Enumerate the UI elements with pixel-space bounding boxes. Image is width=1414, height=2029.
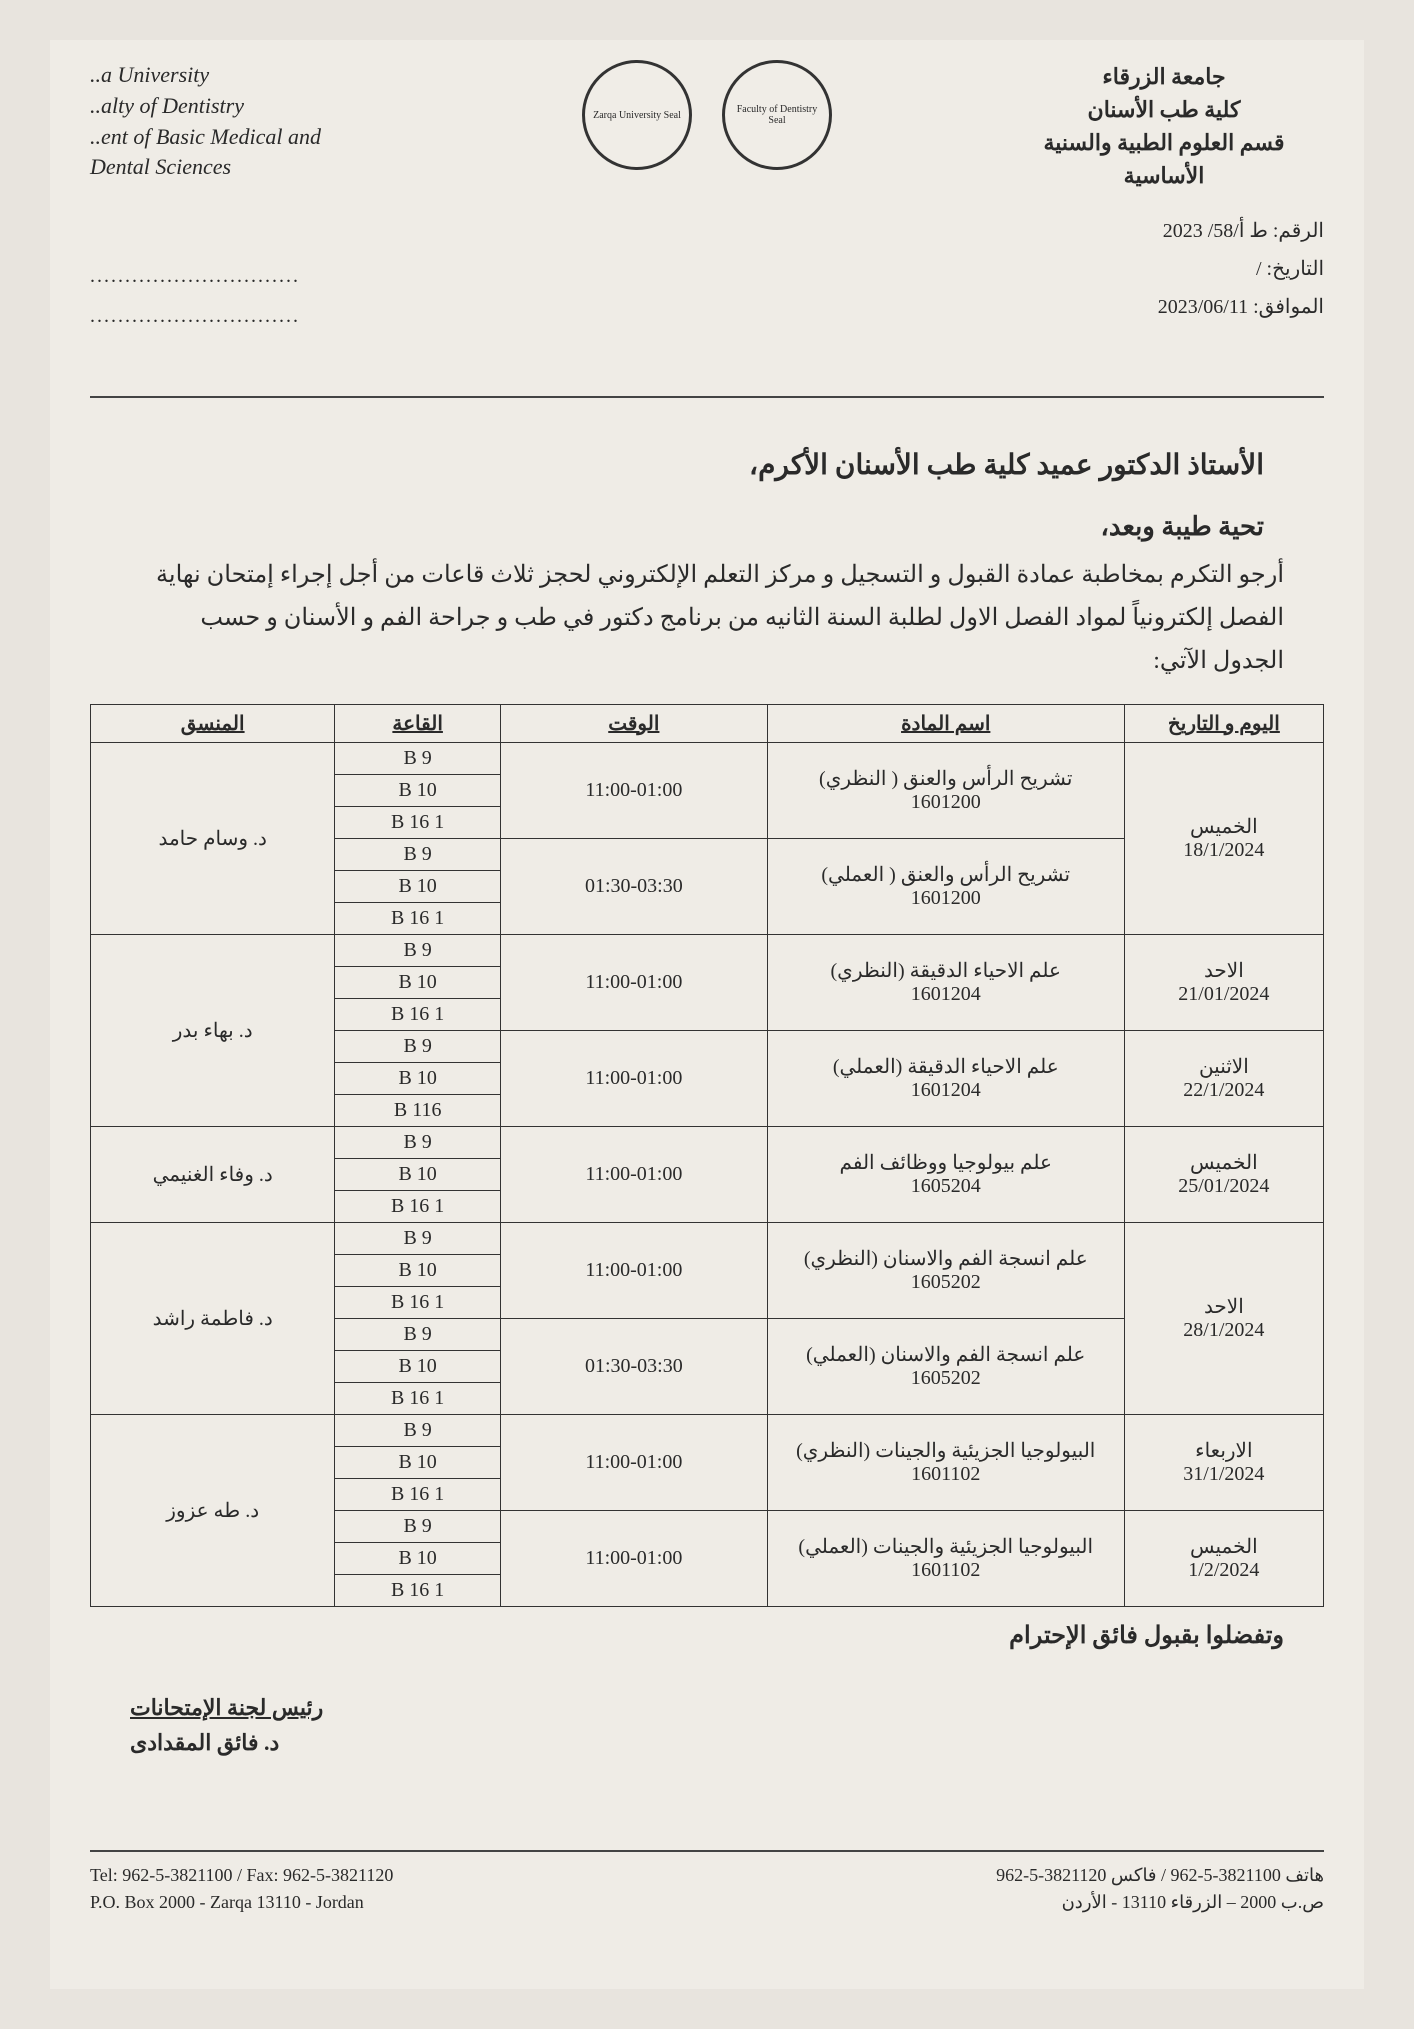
cell-time: 11:00-01:00: [500, 1414, 767, 1510]
cell-hall: B 10: [335, 1254, 501, 1286]
cell-time: 11:00-01:00: [500, 1510, 767, 1606]
table-row: الاحد21/01/2024علم الاحياء الدقيقة (النظ…: [91, 934, 1324, 966]
table-row: الاربعاء31/1/2024البيولوجيا الجزيئية وال…: [91, 1414, 1324, 1446]
closing-line: وتفضلوا بقبول فائق الإحترام: [90, 1621, 1284, 1650]
cell-time: 01:30-03:30: [500, 838, 767, 934]
col-header-hall: القاعة: [335, 704, 501, 742]
cell-hall: B 10: [335, 1158, 501, 1190]
body-paragraph: أرجو التكرم بمخاطبة عمادة القبول و التسج…: [130, 554, 1284, 684]
page-footer: Tel: 962-5-3821100 / Fax: 962-5-3821120 …: [90, 1850, 1324, 1916]
letterhead: ..a University ..alty of Dentistry ..ent…: [90, 60, 1324, 192]
cell-hall: 10 B: [335, 1062, 501, 1094]
cell-hall: B 9: [335, 934, 501, 966]
table-header-row: اليوم و التاريخ اسم المادة الوقت القاعة …: [91, 704, 1324, 742]
cell-subject: تشريح الرأس والعنق ( النظري)1601200: [767, 742, 1124, 838]
signature-title: رئيس لجنة الإمتحانات: [130, 1690, 1324, 1725]
cell-coordinator: د. طه عزوز: [91, 1414, 335, 1606]
cell-hall: B 10: [335, 1542, 501, 1574]
cell-hall: B 10: [335, 870, 501, 902]
cell-time: 11:00-01:00: [500, 934, 767, 1030]
cell-date: الخميس18/1/2024: [1124, 742, 1323, 934]
signature-block: رئيس لجنة الإمتحانات د. فائق المقدادى: [130, 1690, 1324, 1760]
cell-subject: علم انسجة الفم والاسنان (العملي)1605202: [767, 1318, 1124, 1414]
cell-date: الاربعاء31/1/2024: [1124, 1414, 1323, 1510]
letterhead-arabic: جامعة الزرقاء كلية طب الأسنان قسم العلوم…: [1004, 60, 1324, 192]
cell-coordinator: د. بهاء بدر: [91, 934, 335, 1126]
cell-date: الاثنين22/1/2024: [1124, 1030, 1323, 1126]
col-header-coordinator: المنسق: [91, 704, 335, 742]
table-row: الاحد28/1/2024علم انسجة الفم والاسنان (ا…: [91, 1222, 1324, 1254]
cell-hall: B 9: [335, 1510, 501, 1542]
cell-hall: 116 B: [335, 1094, 501, 1126]
university-logo-icon: Zarqa University Seal: [582, 60, 692, 170]
cell-subject: البيولوجيا الجزيئية والجينات (النظري)160…: [767, 1414, 1124, 1510]
cell-subject: تشريح الرأس والعنق ( العملي)1601200: [767, 838, 1124, 934]
letterhead-english: ..a University ..alty of Dentistry ..ent…: [90, 60, 410, 183]
cell-hall: B 16 1: [335, 1382, 501, 1414]
cell-hall: B 9: [335, 1318, 501, 1350]
signature-name: د. فائق المقدادى: [130, 1725, 1324, 1760]
col-header-date: اليوم و التاريخ: [1124, 704, 1323, 742]
cell-hall: B 16 1: [335, 806, 501, 838]
addressee-line: الأستاذ الدكتور عميد كلية طب الأسنان الأ…: [90, 448, 1264, 482]
cell-hall: B 9: [335, 1126, 501, 1158]
cell-subject: علم بيولوجيا ووظائف الفم1605204: [767, 1126, 1124, 1222]
cell-hall: B 10: [335, 966, 501, 998]
cell-hall: B 10: [335, 774, 501, 806]
letterhead-logos: Zarqa University Seal Faculty of Dentist…: [410, 60, 1004, 170]
cell-coordinator: د. وسام حامد: [91, 742, 335, 934]
cell-date: الاحد21/01/2024: [1124, 934, 1323, 1030]
document-page: ..a University ..alty of Dentistry ..ent…: [50, 40, 1364, 1989]
faculty-logo-icon: Faculty of Dentistry Seal: [722, 60, 832, 170]
cell-coordinator: د. فاطمة راشد: [91, 1222, 335, 1414]
cell-time: 11:00-01:00: [500, 1222, 767, 1318]
cell-date: الخميس25/01/2024: [1124, 1126, 1323, 1222]
cell-subject: البيولوجيا الجزيئية والجينات (العملي)160…: [767, 1510, 1124, 1606]
table-row: الخميس25/01/2024علم بيولوجيا ووظائف الفم…: [91, 1126, 1324, 1158]
footer-english: Tel: 962-5-3821100 / Fax: 962-5-3821120 …: [90, 1862, 393, 1916]
cell-time: 11:00-01:00: [500, 742, 767, 838]
cell-hall: B 9: [335, 1414, 501, 1446]
cell-time: 11:00-01:00: [500, 1030, 767, 1126]
cell-time: 11:00-01:00: [500, 1126, 767, 1222]
cell-hall: B 16 1: [335, 1286, 501, 1318]
cell-date: الخميس1/2/2024: [1124, 1510, 1323, 1606]
cell-hall: B 16 1: [335, 1574, 501, 1606]
left-dotted-lines: .............................. .........…: [90, 256, 1324, 336]
reference-number: الرقم: ط أ/58/ 2023: [90, 212, 1324, 250]
cell-hall: B 9: [335, 742, 501, 774]
col-header-time: الوقت: [500, 704, 767, 742]
cell-subject: علم انسجة الفم والاسنان (النظري)1605202: [767, 1222, 1124, 1318]
cell-hall: B 16 1: [335, 1478, 501, 1510]
greeting-line: تحية طيبة وبعد،: [90, 512, 1264, 542]
exam-schedule-table: اليوم و التاريخ اسم المادة الوقت القاعة …: [90, 704, 1324, 1607]
cell-hall: B 10: [335, 1350, 501, 1382]
cell-date: الاحد28/1/2024: [1124, 1222, 1323, 1414]
cell-hall: B 9: [335, 1222, 501, 1254]
cell-hall: B 16 1: [335, 902, 501, 934]
cell-hall: B 9: [335, 838, 501, 870]
header-divider: [90, 396, 1324, 398]
cell-coordinator: د. وفاء الغنيمي: [91, 1126, 335, 1222]
cell-hall: 9 B: [335, 1030, 501, 1062]
footer-arabic: هاتف 3821100-5-962 / فاكس 3821120-5-962 …: [996, 1862, 1324, 1916]
cell-hall: B 16 1: [335, 1190, 501, 1222]
cell-subject: علم الاحياء الدقيقة (العملي)1601204: [767, 1030, 1124, 1126]
cell-time: 01:30-03:30: [500, 1318, 767, 1414]
table-row: الخميس18/1/2024تشريح الرأس والعنق ( النظ…: [91, 742, 1324, 774]
cell-subject: علم الاحياء الدقيقة (النظري)1601204: [767, 934, 1124, 1030]
col-header-subject: اسم المادة: [767, 704, 1124, 742]
cell-hall: B 16 1: [335, 998, 501, 1030]
cell-hall: B 10: [335, 1446, 501, 1478]
